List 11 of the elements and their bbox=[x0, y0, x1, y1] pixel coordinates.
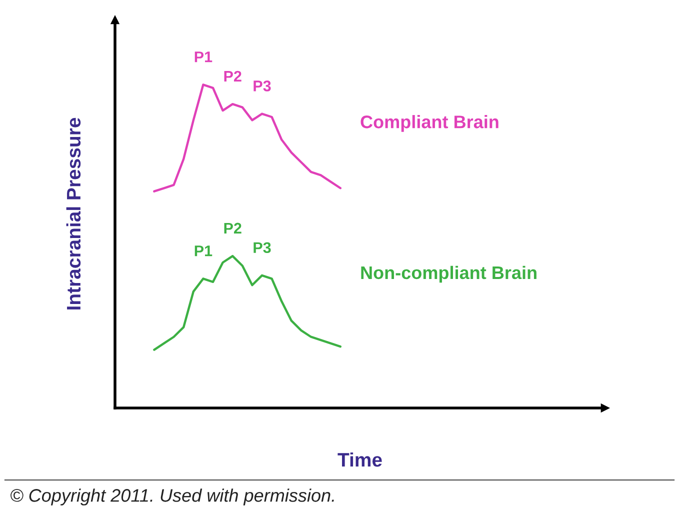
y-axis-title: Intracranial Pressure bbox=[66, 118, 81, 310]
annotation: P1 bbox=[194, 246, 212, 256]
text: Non-compliant Brain bbox=[361, 266, 536, 283]
text: © Copyright 2011. Used with permission. bbox=[10, 488, 334, 506]
annotation: P3 bbox=[254, 80, 271, 92]
x-axis-title: Time bbox=[338, 452, 382, 467]
text: P1 bbox=[194, 52, 212, 62]
text: P2 bbox=[224, 70, 242, 82]
annotation: P2 bbox=[224, 222, 242, 234]
annotation: P3 bbox=[254, 242, 271, 254]
text: Compliant Brain bbox=[360, 115, 498, 132]
